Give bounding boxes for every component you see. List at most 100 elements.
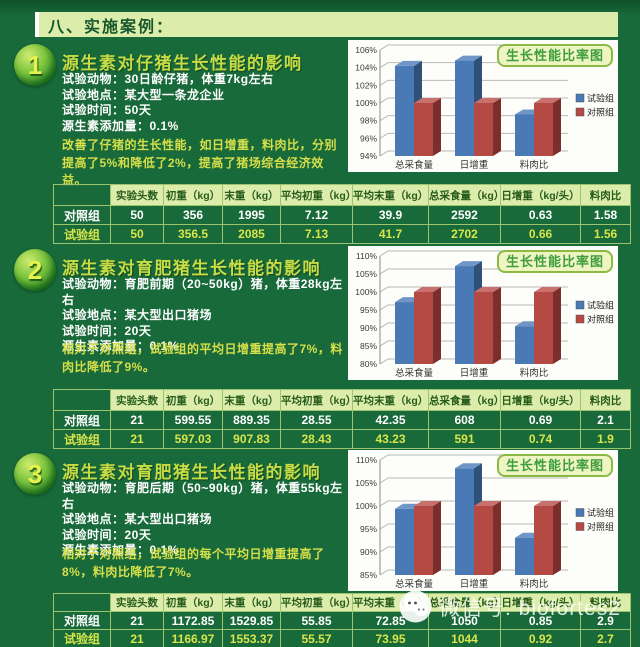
col-header: 实验头数	[110, 593, 164, 612]
table-row: 对照组 21 599.55 889.35 28.55 42.35 608 0.69 2.1	[53, 410, 631, 430]
cell: 2592	[428, 205, 501, 225]
cell: 21	[110, 429, 164, 449]
section-title: 源生素对仔猪生长性能的影响	[62, 54, 303, 73]
svg-text:94%: 94%	[360, 151, 377, 161]
section-conclusion: 相对于对照组，试验组的每个平均日增重提高了8%，料肉比降低了7%。	[62, 547, 325, 579]
cell: 1553.37	[222, 629, 281, 647]
watermark-text: 微信号: biofortes2	[439, 596, 621, 620]
col-header: 末重（kg）	[222, 184, 281, 206]
chart-title-box: 生长性能比率图	[496, 454, 613, 477]
detail-line: 源生素添加量：0.1%	[62, 118, 179, 133]
results-table: 实验头数 初重（kg） 末重（kg） 平均初重（kg） 平均末重（kg） 总采食量（kg）…	[53, 593, 631, 647]
cell: 599.55	[163, 410, 223, 430]
cell: 1044	[428, 629, 501, 647]
growth-performance-chart-panel: 80% 85% 90% 95% 100% 105% 110% 总采食量 日增重 料肉比 试验组 对照组…	[348, 246, 618, 380]
col-header: 平均初重（kg）	[280, 593, 353, 612]
results-table: 实验头数 初重（kg） 末重（kg） 平均初重（kg） 平均末重（kg） 总采食量（kg）…	[53, 389, 631, 449]
chart-title-box: 生长性能比率图	[496, 44, 613, 67]
svg-text:总采食量: 总采食量	[395, 367, 434, 379]
svg-text:100%: 100%	[355, 98, 377, 108]
cell: 591	[428, 429, 501, 449]
section-details: 试验动物：育肥后期（50~90kg）猪，体重55kg左右 试验地点：某大型出口猪…	[62, 481, 350, 559]
wechat-icon	[399, 590, 432, 623]
section-number-badge: 1	[14, 44, 56, 86]
section-number-badge: 2	[14, 249, 56, 291]
cell: 39.9	[352, 205, 429, 225]
corner-cell	[53, 389, 111, 411]
svg-text:105%: 105%	[355, 478, 377, 488]
svg-text:试验组: 试验组	[587, 93, 614, 104]
detail-line: 试验时间：20天	[62, 323, 152, 338]
section-details: 试验动物：育肥前期（20~50kg）猪，体重28kg左右 试验地点：某大型出口猪…	[62, 277, 350, 355]
svg-text:98%: 98%	[360, 116, 377, 126]
col-header: 初重（kg）	[163, 593, 223, 612]
cell: 1172.85	[163, 611, 223, 630]
svg-text:96%: 96%	[360, 133, 377, 143]
svg-text:对照组: 对照组	[587, 521, 614, 532]
table-header-row: 实验头数 初重（kg） 末重（kg） 平均初重（kg） 平均末重（kg） 总采食量（kg）…	[53, 184, 631, 206]
row-label: 试验组	[53, 629, 111, 647]
svg-text:总采食量: 总采食量	[395, 578, 434, 590]
svg-text:总采食量: 总采食量	[395, 159, 434, 171]
col-header: 料肉比	[580, 184, 631, 206]
svg-text:90%: 90%	[360, 323, 377, 333]
cell: 55.85	[280, 611, 353, 630]
table-row: 试验组 50 356.5 2085 7.13 41.7 2702 0.66 1.56	[53, 224, 631, 244]
cell: 50	[110, 224, 164, 244]
svg-text:104%: 104%	[355, 63, 377, 73]
col-header: 日增重（kg/头）	[500, 593, 581, 612]
results-table: 实验头数 初重（kg） 末重（kg） 平均初重（kg） 平均末重（kg） 总采食量（kg）…	[53, 184, 631, 244]
svg-text:100%: 100%	[355, 501, 377, 511]
cell: 356.5	[163, 224, 223, 244]
cell: 608	[428, 410, 501, 430]
cell: 1.56	[580, 224, 631, 244]
svg-text:日增重: 日增重	[460, 159, 489, 171]
cell: 42.35	[352, 410, 429, 430]
cell: 2.7	[580, 629, 631, 647]
page-header-band: 八、实施案例：	[35, 12, 618, 37]
cell: 55.57	[280, 629, 353, 647]
detail-line: 试验地点：某大型出口猪场	[62, 308, 213, 322]
col-header: 日增重（kg/头）	[500, 184, 581, 206]
svg-text:对照组: 对照组	[587, 107, 614, 118]
corner-cell	[53, 184, 111, 206]
cell: 43.23	[352, 429, 429, 449]
section-conclusion: 改善了仔猪的生长性能，如日增重，料肉比，分别提高了5%和降低了2%，提高了猪场综…	[62, 138, 338, 187]
svg-text:85%: 85%	[360, 570, 377, 580]
cell: 28.55	[280, 410, 353, 430]
section-number: 3	[27, 458, 43, 489]
chart-title-box: 生长性能比率图	[496, 250, 613, 273]
svg-text:日增重: 日增重	[460, 367, 489, 379]
table-row: 试验组 21 597.03 907.83 28.43 43.23 591 0.74 1.9	[53, 429, 631, 449]
col-header: 平均末重（kg）	[352, 389, 429, 411]
cell: 1.58	[580, 205, 631, 225]
cell: 21	[110, 629, 164, 647]
svg-text:95%: 95%	[360, 305, 377, 315]
cell: 2085	[222, 224, 281, 244]
svg-text:110%: 110%	[356, 455, 378, 465]
detail-line: 试验地点：某大型一条龙企业	[62, 87, 225, 102]
cell: 0.92	[500, 629, 581, 647]
growth-performance-chart-panel: 85% 90% 95% 100% 105% 110% 总采食量 日增重 料肉比 试验组 对照组 生长…	[348, 450, 618, 591]
cell: 2702	[428, 224, 501, 244]
growth-performance-chart-panel: 94% 96% 98% 100% 102% 104% 106% 总采食量 日增重 料肉比 试验组 对照…	[348, 40, 618, 172]
col-header: 总采食量（kg）	[428, 389, 501, 411]
table-row: 试验组 21 1166.97 1553.37 55.57 73.95 1044 0.92 2.7	[53, 629, 631, 647]
section-number: 1	[27, 49, 43, 80]
row-label: 对照组	[53, 410, 111, 430]
table-header-row: 实验头数 初重（kg） 末重（kg） 平均初重（kg） 平均末重（kg） 总采食量（kg）…	[53, 389, 631, 411]
detail-line: 试验时间：20天	[62, 527, 152, 542]
svg-text:试验组: 试验组	[587, 300, 614, 311]
col-header: 平均初重（kg）	[280, 389, 353, 411]
col-header: 实验头数	[110, 389, 164, 411]
svg-text:料肉比: 料肉比	[520, 367, 549, 379]
detail-line: 试验动物：30日龄仔猪，体重7kg左右	[62, 72, 274, 86]
row-label: 试验组	[53, 429, 111, 449]
cell: 28.43	[280, 429, 353, 449]
svg-text:料肉比: 料肉比	[520, 159, 549, 171]
col-header: 末重（kg）	[222, 593, 281, 612]
cell: 41.7	[352, 224, 429, 244]
svg-text:110%: 110%	[356, 251, 378, 261]
